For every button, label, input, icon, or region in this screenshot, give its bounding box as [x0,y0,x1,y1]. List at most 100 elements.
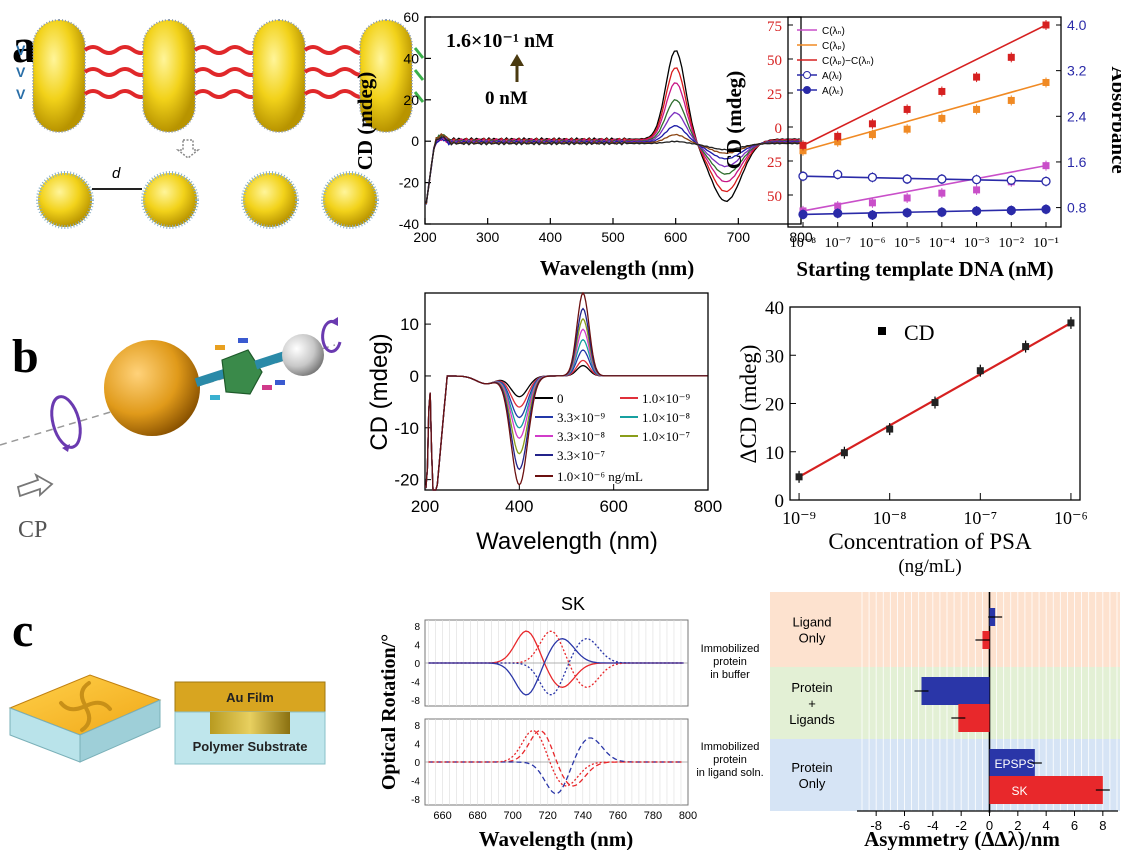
y-tick-label-right: 1.6 [1067,154,1087,170]
rotation-curve [428,638,684,696]
chart-c1-optical-rotation: SK 8 4 0 -4 -8 8 4 0 -4 -8 660 680 700 720 740 760 780 80… [378,594,764,850]
chart-title: SK [561,594,585,614]
nanoparticle-probe-diagram: CP [0,317,342,543]
x-tick-label: 680 [468,810,486,822]
y-axis-title-left: CD (mdeg) [722,71,746,170]
x-tick-label: 500 [601,229,625,245]
asymmetry-bar [989,776,1103,804]
x-tick-label: 400 [505,497,533,516]
data-point [903,105,911,113]
dna-helix [303,67,371,77]
y-tick-label: 8 [414,721,420,732]
legend-label: 3.3×10⁻⁷ [557,448,605,463]
x-tick-label: 2 [1014,818,1021,833]
data-point [799,147,807,155]
y-axis-title: ΔCD (mdeg) [736,345,761,464]
data-point [937,174,947,184]
x-tick-label: -6 [899,818,911,833]
dna-helix [83,45,151,55]
legend-marker [803,86,811,94]
group-band-ligand-only [770,592,1120,667]
x-tick-label: 200 [413,229,437,245]
dna-helix [83,67,151,77]
y-tick-label: 20 [765,395,784,416]
legend-label: C(λₚ)−C(λₙ) [822,56,874,67]
x-tick-label: 10⁻⁸ [790,236,816,251]
data-point [833,208,843,218]
dna-strand-end [413,69,425,81]
asymmetry-bar [921,677,990,705]
gold-nanoparticle [104,340,200,436]
legend-label: A(λₗ) [822,71,842,82]
x-tick-label: -8 [870,818,882,833]
data-point [799,141,807,149]
group-label: Protein [791,760,832,775]
y-tick-label-left: 0 [775,121,783,137]
silver-nanoparticle [282,334,324,376]
y-tick-label: 0 [775,491,785,512]
dna-helix [83,89,151,99]
data-point [937,207,947,217]
data-point [795,473,803,481]
data-point [1006,175,1016,185]
dna-helix [303,89,371,99]
x-tick-label: 200 [411,497,439,516]
arrow-right-icon [16,472,54,498]
shuriken-structure [59,681,112,732]
fit-line [802,175,1047,183]
y-tick-label-right: 2.4 [1067,108,1087,124]
dna-strand-end [413,47,425,59]
y-tick-label: 40 [765,298,784,319]
rotation-curve [428,638,684,696]
data-point [868,120,876,128]
film-cross-section-diagram: Au Film Polymer Substrate [174,681,326,765]
x-tick-label: 10⁻¹ [1033,236,1059,251]
y-tick-label: 0 [411,133,419,149]
x-tick-label: 800 [789,229,813,245]
legend-label: C(λₙ) [822,26,845,37]
x-tick-label: 6 [1071,818,1078,833]
y-tick-label: 0 [414,659,420,670]
legend-marker [803,71,811,79]
dna-strand-end [413,91,425,103]
x-tick-label: 800 [679,810,697,822]
up-arrow-icon [510,54,524,82]
gold-nanorod [359,19,413,133]
data-point [903,125,911,133]
y-tick-label: 4 [414,740,420,751]
x-tick-label: 4 [1043,818,1050,833]
y-tick-label: -8 [411,795,420,806]
legend-label: 1.0×10⁻⁶ ng/mL [557,469,643,484]
strand-end-glyph: V [16,42,26,58]
x-tick-label: -2 [955,818,967,833]
x-tick-label: 740 [574,810,592,822]
group-label: Ligand [792,615,831,630]
data-point [903,194,911,202]
x-tick-label: 760 [609,810,627,822]
rotation-curve [428,630,684,688]
y-tick-label-left: 25 [767,87,782,103]
gold-nanosphere [141,171,199,229]
data-point [1041,176,1051,186]
group-label: Protein [791,680,832,695]
y-tick-label: 0 [410,367,419,386]
panel-label-a: a [12,20,36,73]
x-tick-label: 10⁻⁸ [873,508,907,528]
y-tick-label: 10 [765,443,784,464]
rotation-curve [428,737,684,795]
legend-label: 3.3×10⁻⁸ [557,429,605,444]
y-tick-label: 8 [414,622,420,633]
y-tick-label: 60 [403,9,419,25]
y-tick-label: -4 [411,777,420,788]
asymmetry-bar [989,749,1035,777]
data-point [1022,343,1030,351]
data-point [867,210,878,220]
y-tick-label-left: 50 [767,189,782,205]
y-tick-label: 40 [403,50,419,66]
x-tick-label: 600 [664,229,688,245]
cd-spectrum-line [425,291,708,491]
data-point [971,174,982,185]
annotation-top: 1.6×10⁻¹ nM [446,30,554,52]
y-axis-title: Optical Rotation/° [378,634,400,790]
plot-frame [787,16,1062,228]
